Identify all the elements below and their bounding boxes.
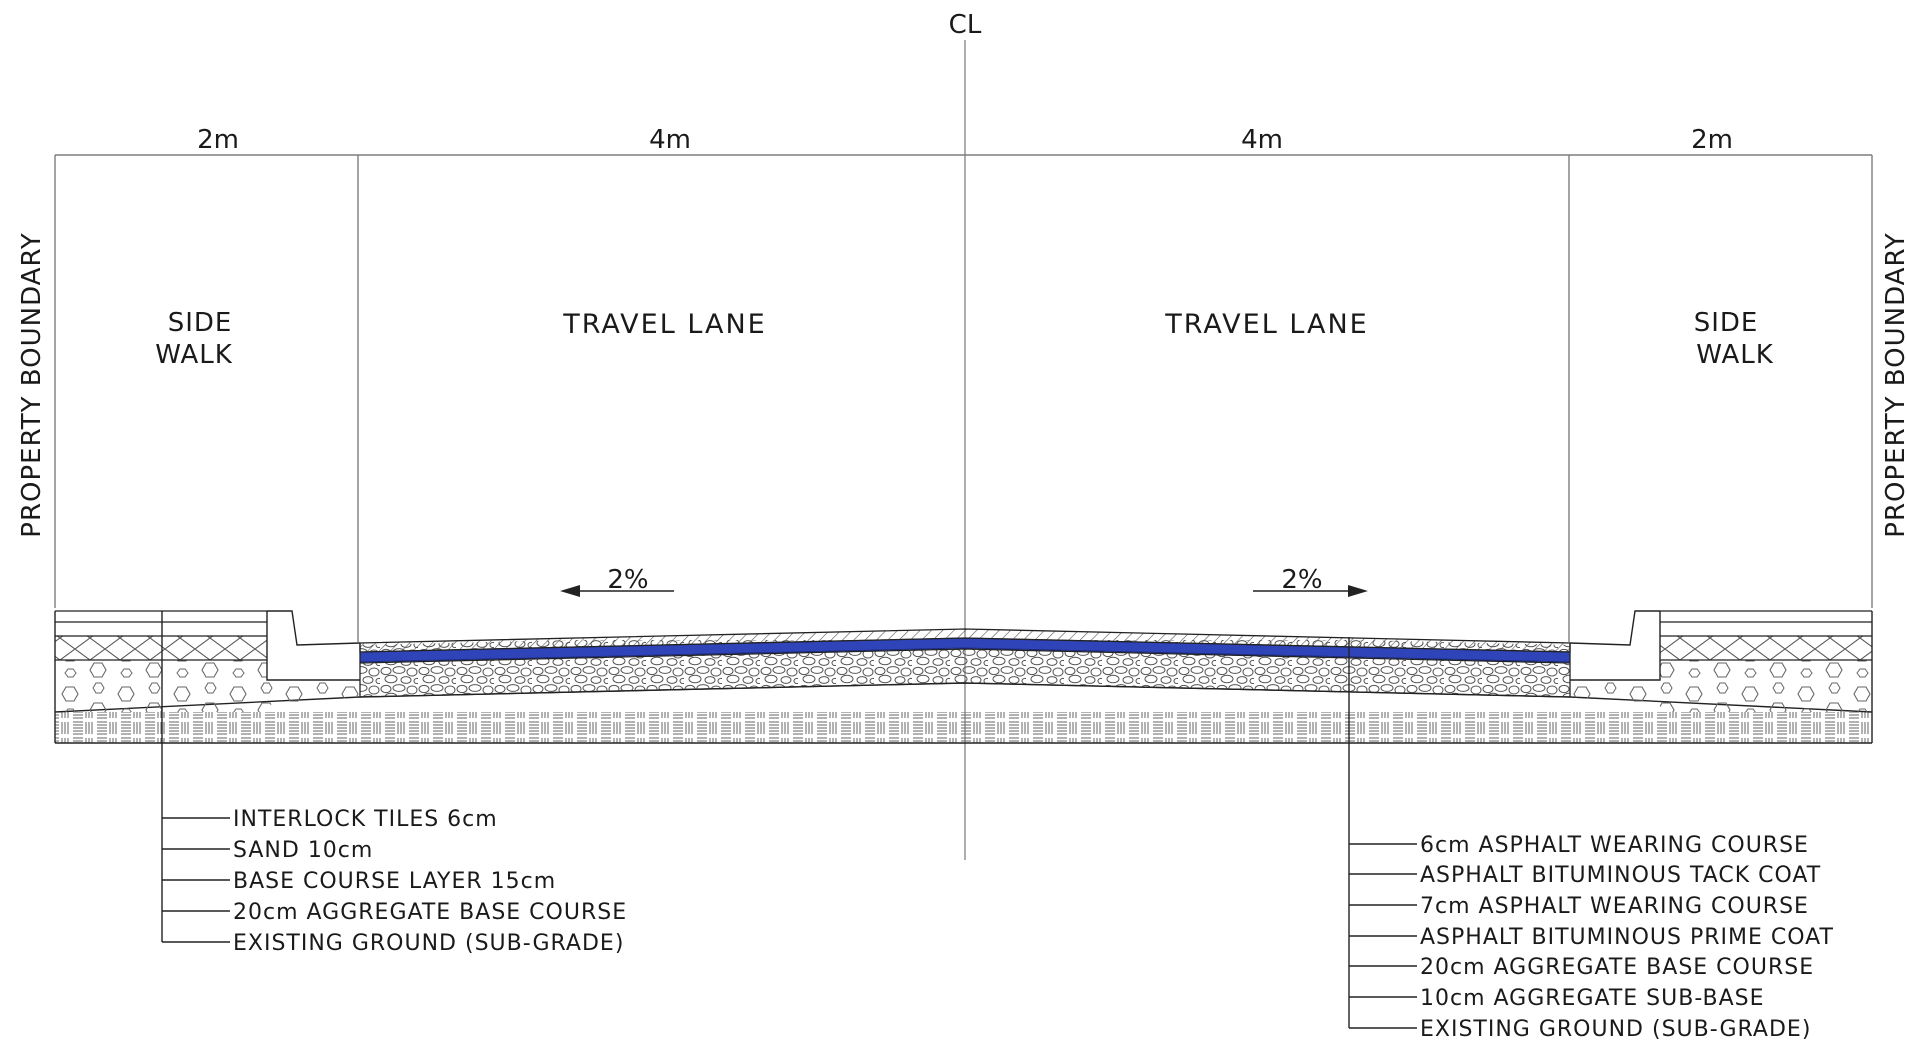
dimension-left-sidewalk: 2m xyxy=(197,125,239,155)
sidewalk-layer-label: INTERLOCK TILES 6cm xyxy=(233,807,498,832)
left-callout-leaders xyxy=(161,611,230,943)
left-slope-arrow xyxy=(560,585,674,597)
roadway-layer-label: 6cm ASPHALT WEARING COURSE xyxy=(1420,833,1809,858)
dimension-left-lane: 4m xyxy=(649,125,691,155)
right-callout-leaders xyxy=(1348,637,1417,1029)
centerline-label: CL xyxy=(949,10,982,40)
roadway-layer-label: EXISTING GROUND (SUB-GRADE) xyxy=(1420,1017,1811,1042)
roadway-layer-label: 20cm AGGREGATE BASE COURSE xyxy=(1420,955,1814,980)
subgrade-layer xyxy=(55,712,1872,743)
property-boundary-left-label: PROPERTY BOUNDARY xyxy=(17,232,47,537)
sidewalk-layer-label: 20cm AGGREGATE BASE COURSE xyxy=(233,900,627,925)
right-slope-label: 2% xyxy=(1281,565,1322,595)
right-sidewalk-section xyxy=(1569,610,1873,743)
dimension-right-lane: 4m xyxy=(1241,125,1283,155)
left-sidewalk-label-line2: WALK xyxy=(155,340,233,370)
right-slope-arrow xyxy=(1253,585,1368,597)
sidewalk-layer-label: BASE COURSE LAYER 15cm xyxy=(233,869,556,894)
left-lane-label: TRAVEL LANE xyxy=(562,309,766,340)
left-slope-label: 2% xyxy=(607,565,648,595)
dimension-lines xyxy=(54,154,1873,642)
right-sidewalk-label-line2: WALK xyxy=(1696,340,1774,370)
dimension-right-sidewalk: 2m xyxy=(1691,125,1733,155)
left-sidewalk-section xyxy=(54,610,361,743)
roadway-layer-label: 7cm ASPHALT WEARING COURSE xyxy=(1420,894,1809,919)
roadway-layer-label: ASPHALT BITUMINOUS TACK COAT xyxy=(1420,863,1821,888)
property-boundary-right-label: PROPERTY BOUNDARY xyxy=(1881,232,1907,537)
sidewalk-layer-label: SAND 10cm xyxy=(233,838,373,863)
right-lane-label: TRAVEL LANE xyxy=(1164,309,1368,340)
right-sidewalk-label-line1: SIDE xyxy=(1694,308,1759,338)
roadway-layer-label: 10cm AGGREGATE SUB-BASE xyxy=(1420,986,1765,1011)
sidewalk-layer-label: EXISTING GROUND (SUB-GRADE) xyxy=(233,931,624,956)
roadway-layer-label: ASPHALT BITUMINOUS PRIME COAT xyxy=(1420,925,1834,950)
left-sidewalk-label-line1: SIDE xyxy=(168,308,233,338)
